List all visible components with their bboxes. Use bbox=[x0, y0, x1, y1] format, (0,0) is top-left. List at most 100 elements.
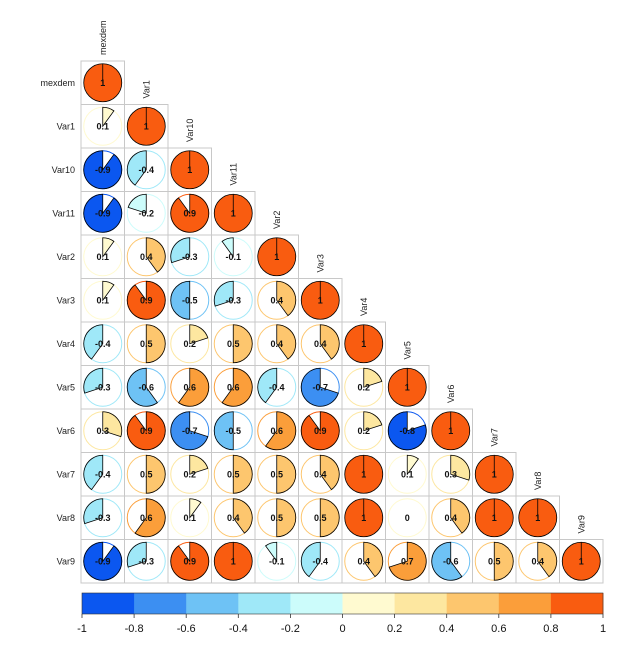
colorbar-swatch bbox=[82, 593, 135, 614]
value-label: 0.9 bbox=[314, 426, 327, 436]
pie-cell: 0.4 bbox=[257, 324, 297, 364]
pie-slice bbox=[276, 498, 297, 538]
value-label: 0.4 bbox=[270, 295, 283, 305]
value-label: 0.5 bbox=[270, 513, 283, 523]
pie-cell: 0.9 bbox=[170, 541, 210, 581]
value-label: 0.4 bbox=[531, 556, 544, 566]
value-label: 1 bbox=[231, 556, 236, 566]
pie-cell: 0.4 bbox=[518, 541, 558, 581]
pie-slice bbox=[145, 237, 166, 273]
value-label: 0.1 bbox=[96, 121, 109, 131]
pie-slice bbox=[406, 454, 419, 476]
pie-cell: 0.2 bbox=[170, 454, 210, 494]
value-label: 0.5 bbox=[140, 469, 153, 479]
value-label: -0.3 bbox=[138, 556, 154, 566]
pie-cell: -0.9 bbox=[83, 541, 123, 581]
value-label: 0.2 bbox=[357, 426, 370, 436]
col-label-var2: Var2 bbox=[272, 211, 282, 229]
colorbar-tick-label: 0.4 bbox=[439, 623, 454, 635]
value-label: 0.7 bbox=[401, 556, 414, 566]
value-label: 1 bbox=[579, 556, 584, 566]
value-label: 0.2 bbox=[183, 469, 196, 479]
value-label: -0.4 bbox=[95, 469, 111, 479]
value-label: -0.6 bbox=[443, 556, 459, 566]
value-label: -0.3 bbox=[95, 513, 111, 523]
value-label: 0.4 bbox=[314, 469, 327, 479]
value-label: 1 bbox=[361, 339, 366, 349]
value-label: 1 bbox=[492, 469, 497, 479]
value-label: 0.5 bbox=[488, 556, 501, 566]
value-label: 0.3 bbox=[96, 426, 109, 436]
value-label: 1 bbox=[448, 426, 453, 436]
col-label-var7: Var7 bbox=[489, 428, 499, 446]
colorbar-tick-label: -1 bbox=[77, 623, 87, 635]
row-label-var8: Var8 bbox=[57, 513, 75, 523]
value-label: -0.4 bbox=[312, 556, 328, 566]
value-label: 0.4 bbox=[357, 556, 370, 566]
pie-slice bbox=[300, 541, 321, 578]
value-label: 0.5 bbox=[314, 513, 327, 523]
pie-cell: 1 bbox=[561, 541, 601, 581]
pie-slice bbox=[319, 454, 340, 491]
value-label: 0.4 bbox=[140, 252, 153, 262]
value-label: 1 bbox=[492, 513, 497, 523]
row-label-var3: Var3 bbox=[57, 295, 75, 305]
value-label: -0.3 bbox=[182, 252, 198, 262]
pie-cell: 0.4 bbox=[126, 237, 166, 277]
colorbar-tick-label: 0.6 bbox=[491, 623, 506, 635]
value-label: 1 bbox=[144, 121, 149, 131]
pie-cell: 0.7 bbox=[387, 541, 427, 581]
value-label: 1 bbox=[361, 513, 366, 523]
pie-slice bbox=[83, 498, 104, 525]
pie-cell: -0.9 bbox=[83, 150, 123, 190]
value-label: -0.9 bbox=[95, 165, 111, 175]
pie-cell: 1 bbox=[170, 150, 210, 190]
pie-slice bbox=[276, 324, 297, 360]
value-label: 0.5 bbox=[227, 469, 240, 479]
value-label: -0.4 bbox=[95, 339, 111, 349]
pie-slice bbox=[83, 367, 104, 394]
colorbar-tick-label: 0.8 bbox=[543, 623, 558, 635]
pie-cell: 0.2 bbox=[344, 411, 384, 451]
pie-cell: 0.2 bbox=[170, 324, 210, 364]
pie-cell: 0.1 bbox=[83, 237, 123, 277]
colorbar-swatch bbox=[290, 593, 343, 614]
value-label: 1 bbox=[231, 208, 236, 218]
pie-cell: 0.6 bbox=[126, 498, 166, 538]
pie-slice bbox=[178, 367, 210, 407]
value-label: 0.5 bbox=[140, 339, 153, 349]
pie-slice bbox=[363, 541, 384, 578]
value-label: 0.9 bbox=[183, 208, 196, 218]
value-label: -0.3 bbox=[225, 295, 241, 305]
pie-cell: 0.5 bbox=[474, 541, 514, 581]
value-label: 0.4 bbox=[270, 339, 283, 349]
pie-cell: 1 bbox=[83, 63, 123, 103]
pie-cell: -0.4 bbox=[126, 150, 166, 190]
col-label-var10: Var10 bbox=[185, 119, 195, 142]
value-label: 1 bbox=[535, 513, 540, 523]
value-label: 0.2 bbox=[183, 339, 196, 349]
pie-slice bbox=[387, 411, 427, 451]
pie-slice bbox=[276, 280, 297, 317]
pie-cell: 1 bbox=[344, 454, 384, 494]
pie-slice bbox=[300, 367, 339, 407]
pie-slice bbox=[450, 454, 471, 481]
pie-slice bbox=[319, 324, 340, 360]
pie-cell: -0.7 bbox=[300, 367, 340, 407]
pie-slice bbox=[126, 411, 166, 451]
pie-slice bbox=[537, 541, 558, 578]
pie-cell: -0.3 bbox=[213, 280, 253, 320]
pie-outline bbox=[387, 498, 427, 538]
pie-slice bbox=[126, 541, 147, 568]
colorbar-tick-label: 0.2 bbox=[387, 623, 402, 635]
pie-cell: 0.4 bbox=[344, 541, 384, 581]
value-label: 0.4 bbox=[314, 339, 327, 349]
pie-cell: -0.5 bbox=[213, 411, 253, 451]
value-label: 0.5 bbox=[227, 339, 240, 349]
pie-slice bbox=[83, 541, 123, 581]
value-label: 0.1 bbox=[401, 469, 414, 479]
pie-slice bbox=[170, 193, 210, 233]
pie-slice bbox=[232, 498, 253, 534]
col-label-var11: Var11 bbox=[228, 163, 238, 186]
pie-cell: -0.5 bbox=[170, 280, 210, 320]
